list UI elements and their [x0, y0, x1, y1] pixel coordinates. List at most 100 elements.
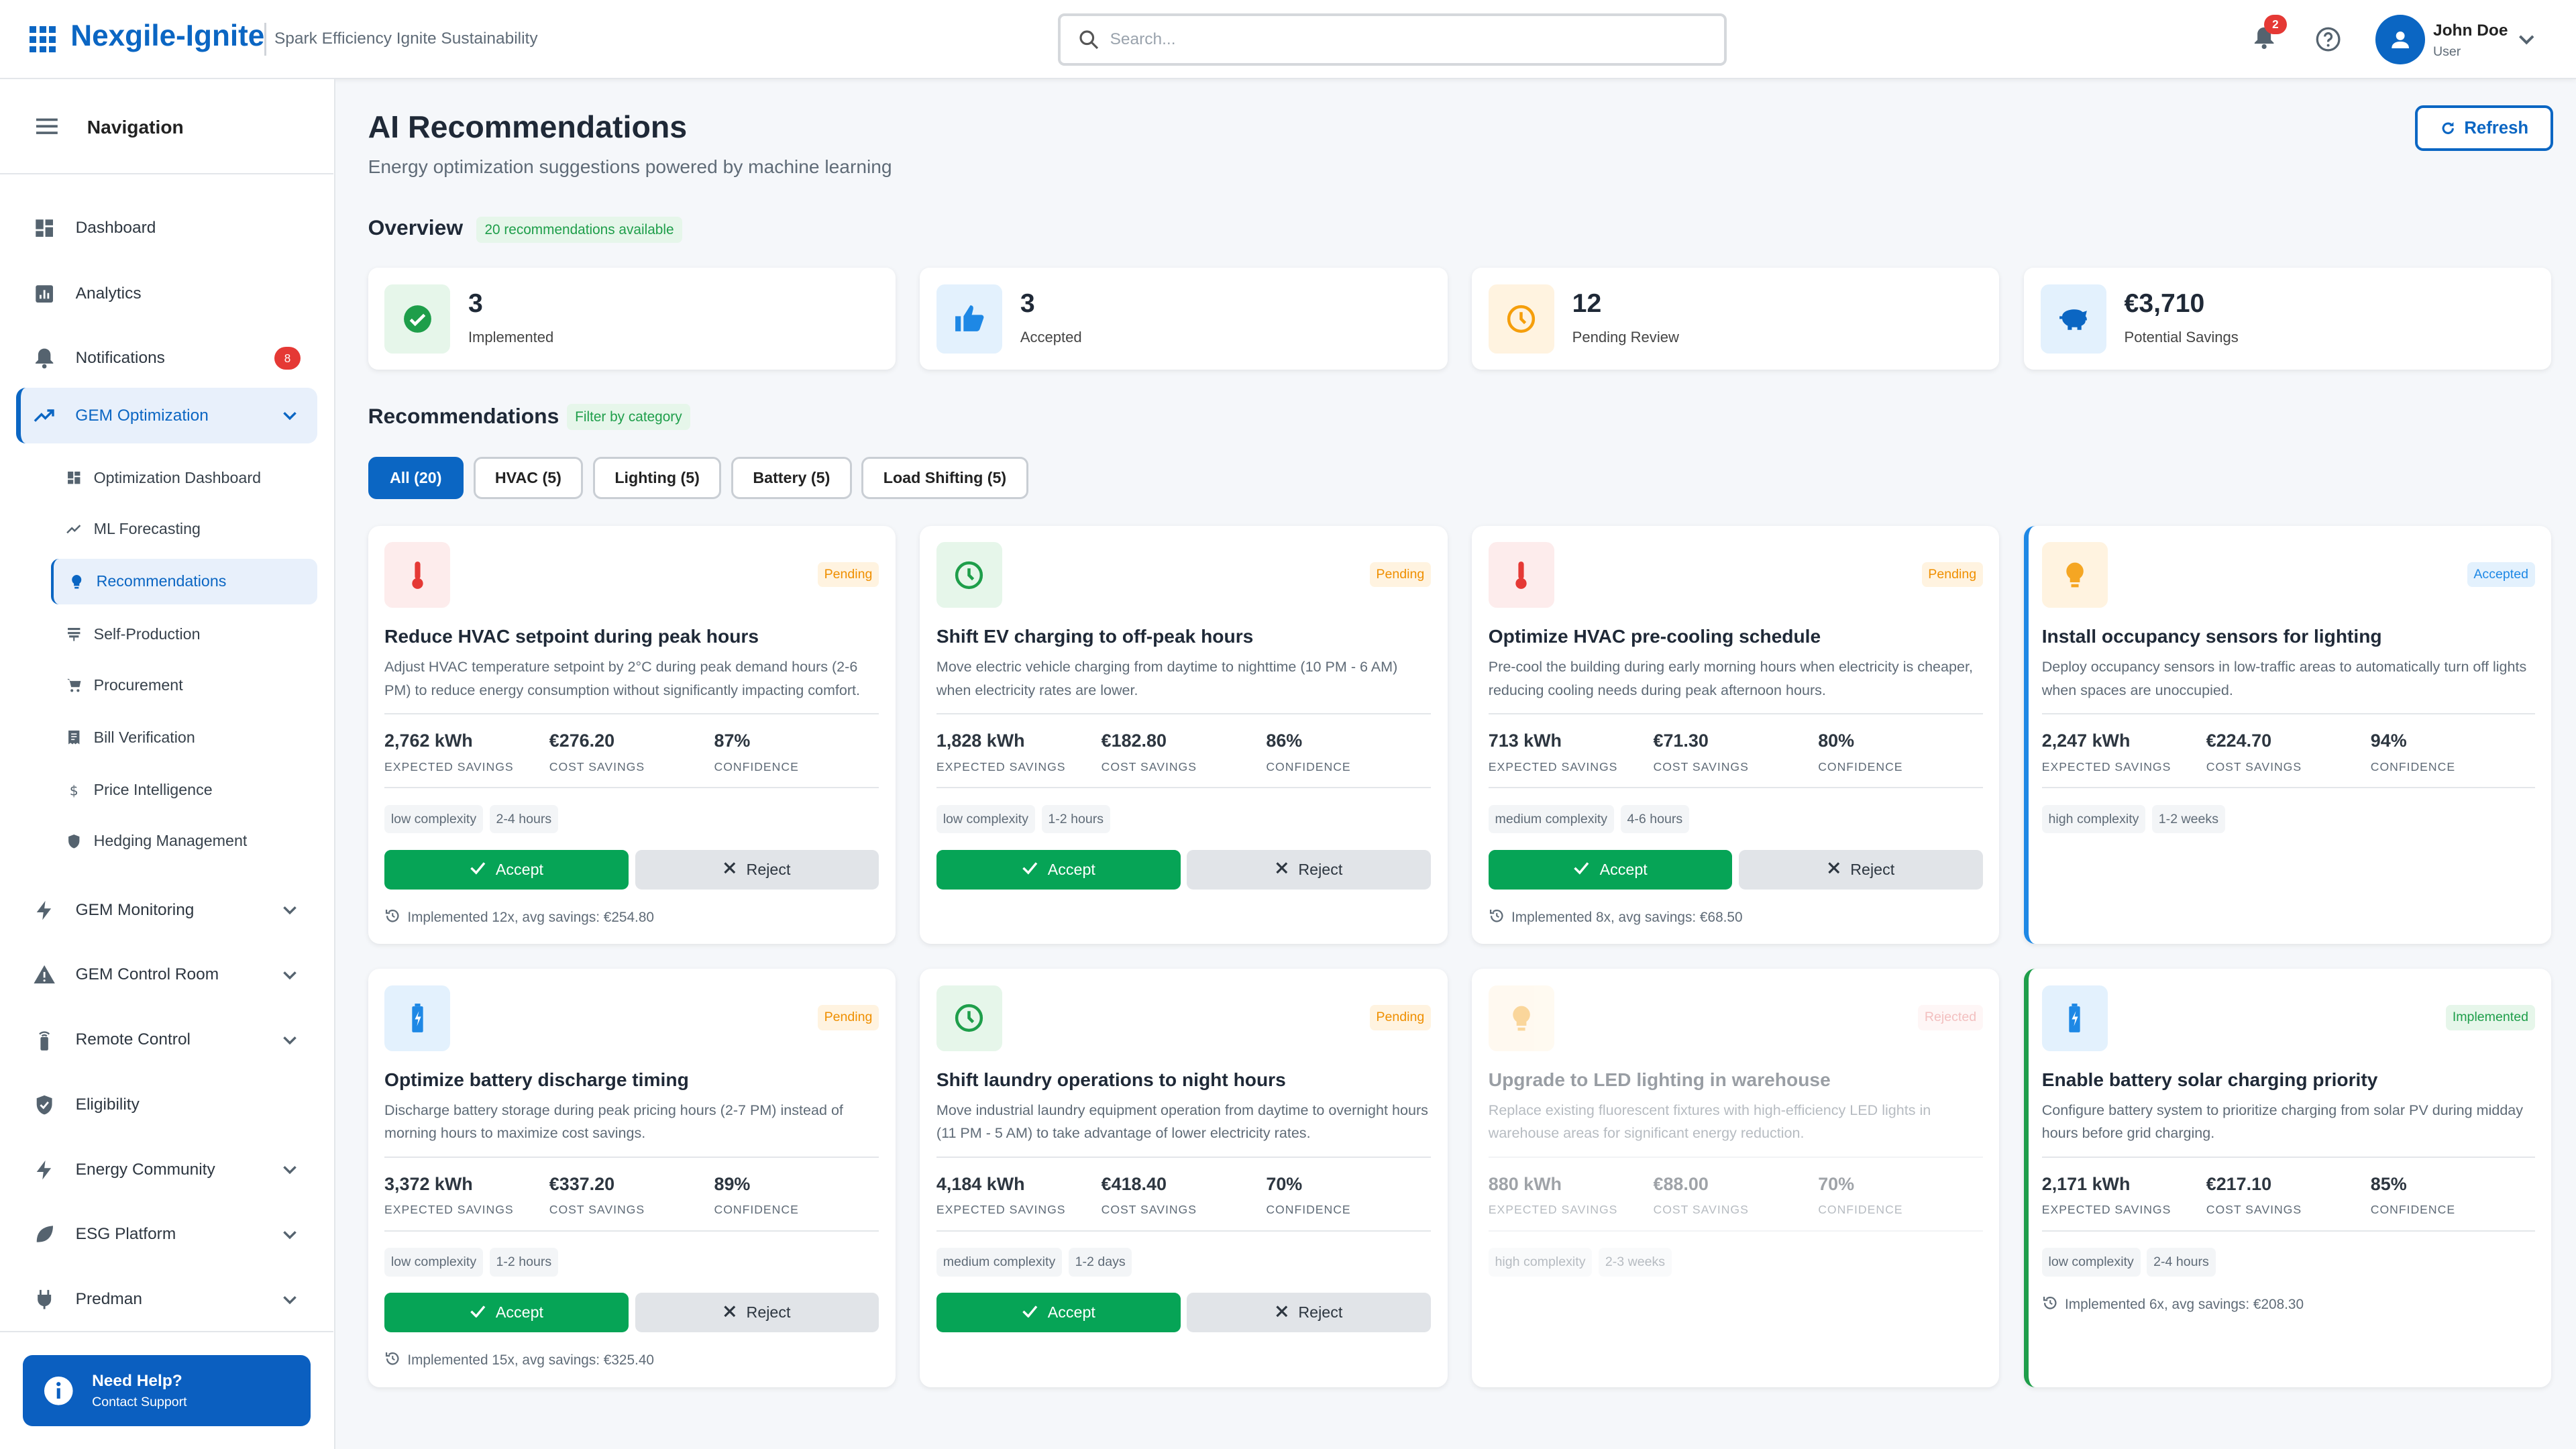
reject-button[interactable]: Reject [1187, 849, 1432, 890]
sidebar-item-gem-optimization[interactable]: GEM Optimization [16, 387, 317, 444]
chevron-down-icon[interactable] [2518, 33, 2534, 46]
user-name[interactable]: John Doe [2432, 21, 2508, 40]
sidebar-subitem-recommendations[interactable]: Recommendations [50, 558, 317, 605]
sidebar-subitem-self-production[interactable]: Self-Production [51, 611, 317, 657]
chevron-down-icon[interactable] [282, 1226, 297, 1245]
accept-button[interactable]: Accept [936, 1293, 1181, 1333]
search-box[interactable] [1058, 13, 1727, 66]
page-title: AI Recommendations [368, 109, 688, 144]
stat-label: Accepted [1020, 328, 1082, 345]
chevron-down-icon[interactable] [282, 1161, 297, 1180]
sidebar-item-predman[interactable]: Predman [16, 1272, 317, 1328]
expected-savings-metric: 4,184 kWh EXPECTED SAVINGS [936, 1174, 1102, 1217]
main-content: AI Recommendations Energy optimization s… [335, 79, 2576, 1449]
complexity-tag: low complexity [936, 804, 1035, 834]
confidence-metric: 89% CONFIDENCE [714, 1174, 879, 1217]
filter-all[interactable]: All (20) [368, 456, 464, 500]
stat-value: 3 [468, 289, 483, 318]
accept-label: Accept [1047, 860, 1095, 878]
confidence-metric: 70% CONFIDENCE [1266, 1174, 1431, 1217]
sidebar-item-eligibility[interactable]: Eligibility [16, 1077, 317, 1132]
apps-grid-icon[interactable] [30, 26, 56, 53]
refresh-button[interactable]: Refresh [2415, 105, 2553, 152]
filter-lighting[interactable]: Lighting (5) [592, 456, 722, 500]
tags: low complexity 2-4 hours [384, 804, 879, 834]
cost-savings-label: COST SAVINGS [549, 759, 645, 773]
metrics-row: 2,171 kWh EXPECTED SAVINGS €217.10 COST SAV… [2041, 1156, 2535, 1232]
sidebar-item-analytics[interactable]: Analytics [16, 266, 317, 322]
nav-header: Navigation [0, 79, 334, 174]
sidebar-subitem-ml-forecasting[interactable]: ML Forecasting [51, 506, 317, 552]
confidence-label: CONFIDENCE [1266, 1203, 1351, 1217]
brand-logo[interactable]: Nexgile-Ignite [70, 19, 265, 53]
recommendation-title: Reduce HVAC setpoint during peak hours [384, 626, 759, 647]
expected-savings-value: 1,828 kWh [936, 731, 1025, 751]
accept-button[interactable]: Accept [1488, 849, 1733, 890]
sidebar-item-gem-control-room[interactable]: GEM Control Room [16, 947, 317, 1003]
recommendation-description: Adjust HVAC temperature setpoint by 2°C … [384, 658, 861, 698]
search-input[interactable] [1110, 30, 1669, 49]
filter-hvac[interactable]: HVAC (5) [473, 456, 584, 500]
user-avatar[interactable] [2375, 15, 2425, 64]
recommendation-description: Discharge battery storage during peak pr… [384, 1101, 843, 1142]
page-subtitle: Energy optimization suggestions powered … [368, 156, 892, 177]
recommendation-card: Accepted Install occupancy sensors for li… [2024, 525, 2552, 945]
filter-battery[interactable]: Battery (5) [731, 456, 852, 500]
sidebar-subitem-price-intelligence[interactable]: $ Price Intelligence [51, 767, 317, 814]
close-icon [723, 861, 737, 879]
bolt-icon [33, 899, 56, 922]
accept-button[interactable]: Accept [936, 849, 1181, 890]
need-help-button[interactable]: Need Help? Contact Support [23, 1355, 311, 1426]
confidence-value: 70% [1818, 1174, 1855, 1195]
sidebar-item-esg-platform[interactable]: ESG Platform [16, 1207, 317, 1263]
chevron-down-icon[interactable] [282, 902, 297, 920]
accept-button[interactable]: Accept [384, 1293, 629, 1333]
sidebar-item-remote-control[interactable]: Remote Control [16, 1012, 317, 1068]
reject-button[interactable]: Reject [635, 1293, 879, 1333]
overview-heading: Overview [368, 215, 464, 239]
confidence-label: CONFIDENCE [2370, 1203, 2456, 1217]
sidebar-subitem-label: ML Forecasting [93, 520, 201, 538]
sidebar-item-energy-community[interactable]: Energy Community [16, 1142, 317, 1197]
history-icon [1489, 908, 1505, 928]
clock-icon [936, 542, 1002, 608]
duration-tag: 2-4 hours [489, 804, 558, 834]
expected-savings-value: 880 kWh [1488, 1174, 1562, 1195]
stat-value: 3 [1020, 289, 1035, 318]
check-icon [470, 861, 486, 879]
help-icon[interactable] [2315, 26, 2341, 52]
expected-savings-label: EXPECTED SAVINGS [1488, 1203, 1618, 1217]
status-badge: Accepted [2467, 561, 2535, 588]
recommendation-title: Shift laundry operations to night hours [936, 1069, 1286, 1090]
sidebar-subitem-optimization-dashboard[interactable]: Optimization Dashboard [51, 455, 317, 501]
sidebar: Navigation Dashboard Analytics Notificatio… [0, 78, 335, 1449]
reject-button[interactable]: Reject [635, 849, 879, 890]
search-icon [1079, 30, 1098, 49]
sidebar-item-label: Analytics [75, 284, 142, 303]
reject-button[interactable]: Reject [1739, 849, 1983, 890]
sidebar-subitem-hedging-management[interactable]: Hedging Management [51, 818, 317, 865]
reject-button[interactable]: Reject [1187, 1293, 1432, 1333]
sidebar-subitem-procurement[interactable]: Procurement [51, 662, 317, 708]
sidebar-subitem-bill-verification[interactable]: Bill Verification [51, 714, 317, 761]
stat-card-accepted: 3 Accepted [920, 268, 1448, 370]
chevron-down-icon[interactable] [282, 1291, 297, 1310]
menu-icon[interactable] [36, 118, 58, 135]
confidence-metric: 70% CONFIDENCE [1818, 1174, 1983, 1217]
filter-load-shifting[interactable]: Load Shifting (5) [861, 456, 1028, 500]
card-actions: Accept Reject [384, 849, 879, 890]
chevron-down-icon[interactable] [282, 967, 297, 985]
accept-button[interactable]: Accept [384, 849, 629, 890]
confidence-value: 89% [714, 1174, 751, 1195]
sidebar-item-label: GEM Optimization [75, 406, 209, 425]
check-icon [1022, 861, 1038, 879]
sidebar-item-notifications[interactable]: Notifications 8 [16, 330, 317, 386]
thermometer-icon [384, 542, 450, 608]
sidebar-item-dashboard[interactable]: Dashboard [16, 201, 317, 256]
sidebar-item-gem-monitoring[interactable]: GEM Monitoring [16, 882, 317, 938]
chevron-down-icon[interactable] [282, 1032, 297, 1051]
cost-savings-value: €217.10 [2206, 1174, 2272, 1195]
warning-icon [33, 963, 56, 986]
chevron-down-icon[interactable] [282, 407, 297, 426]
remote-icon [33, 1028, 56, 1051]
